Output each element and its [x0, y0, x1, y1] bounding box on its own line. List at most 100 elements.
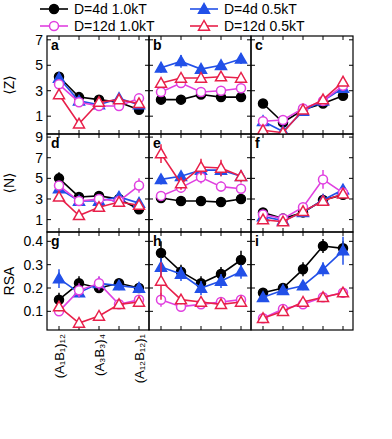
plot-area: [258, 76, 349, 134]
marker: [318, 94, 329, 104]
marker: [237, 194, 246, 203]
series-line: [263, 194, 343, 222]
y-tick: [251, 116, 255, 117]
x-tick: [303, 36, 304, 40]
marker: [197, 197, 206, 206]
plot-area: [54, 172, 145, 219]
y-tick: [349, 65, 353, 66]
marker: [95, 279, 104, 288]
frame: [149, 232, 251, 330]
panel: 13579⟨N⟩d: [1, 129, 149, 232]
x-tick: [323, 326, 324, 330]
y-tick-label: 5: [35, 57, 43, 73]
series-line: [59, 302, 139, 323]
x-tick: [139, 326, 140, 330]
y-tick: [145, 264, 149, 265]
legend: D=4d 1.0kTD=4d 0.5kTD=12d 1.0kTD=12d 0.5…: [40, 1, 305, 34]
marker: [236, 73, 247, 83]
series-line: [263, 251, 343, 298]
y-tick: [247, 178, 251, 179]
panel: i: [251, 232, 353, 330]
y-tick: [149, 219, 153, 220]
panel: f: [251, 134, 353, 232]
x-tick: [99, 134, 100, 138]
marker: [54, 191, 65, 201]
marker: [196, 283, 207, 293]
legend-marker: [50, 22, 59, 31]
frame: [47, 134, 149, 232]
y-tick-label: 3: [35, 191, 43, 207]
y-tick: [247, 90, 251, 91]
x-tick: [99, 36, 100, 40]
marker: [299, 104, 308, 113]
panel-label: e: [153, 135, 161, 151]
x-tick: [79, 134, 80, 138]
marker: [114, 94, 125, 104]
marker: [55, 181, 64, 190]
x-tick-label: (A₁₂B₁₂)₁: [132, 333, 147, 383]
legend-marker: [199, 4, 210, 14]
marker: [156, 276, 167, 286]
marker: [74, 118, 85, 128]
x-tick: [241, 36, 242, 40]
panel: b: [149, 36, 251, 134]
marker: [279, 116, 288, 125]
y-tick: [149, 90, 153, 91]
series-line: [59, 197, 139, 216]
marker: [338, 76, 349, 86]
marker: [237, 256, 246, 265]
y-tick: [149, 288, 153, 289]
x-tick: [221, 134, 222, 138]
panel: c: [251, 36, 353, 137]
x-tick: [221, 130, 222, 134]
marker: [114, 197, 125, 207]
y-tick: [47, 219, 51, 220]
marker: [278, 285, 289, 295]
x-tick: [99, 228, 100, 232]
y-tick: [247, 65, 251, 66]
marker: [54, 273, 65, 283]
marker: [176, 294, 187, 304]
legend-label: D=12d 1.0kT: [74, 18, 155, 34]
x-tick-label: (A₁B₁)₁₂: [52, 334, 67, 378]
marker: [75, 286, 84, 295]
frame: [149, 134, 251, 232]
marker: [156, 78, 167, 88]
x-tick: [283, 326, 284, 330]
series-line: [263, 96, 343, 123]
marker: [298, 280, 309, 290]
y-axis-label: RSA: [1, 266, 17, 295]
marker: [216, 71, 227, 81]
marker: [339, 188, 348, 197]
y-tick: [251, 65, 255, 66]
x-tick: [343, 326, 344, 330]
y-tick: [251, 157, 255, 158]
marker: [135, 181, 144, 190]
plot-area: [156, 241, 247, 311]
marker: [258, 313, 269, 323]
y-tick: [251, 219, 255, 220]
series-line: [263, 246, 343, 293]
marker: [237, 93, 246, 102]
series-line: [263, 293, 343, 319]
y-tick: [149, 178, 153, 179]
panel: 1357⟨Z⟩a: [1, 32, 149, 134]
x-tick: [303, 130, 304, 134]
y-tick-label: 0.3: [24, 257, 44, 273]
x-tick: [221, 232, 222, 236]
x-tick: [181, 134, 182, 138]
legend-label: D=4d 0.5kT: [224, 1, 297, 17]
y-tick-label: 5: [35, 170, 43, 186]
x-tick: [343, 130, 344, 134]
y-axis-label: ⟨Z⟩: [1, 75, 17, 94]
y-tick: [251, 311, 255, 312]
y-tick: [349, 90, 353, 91]
marker: [319, 175, 328, 184]
y-tick: [251, 90, 255, 91]
y-tick: [247, 241, 251, 242]
series-line: [263, 293, 343, 319]
marker: [157, 88, 166, 97]
y-tick: [251, 198, 255, 199]
marker: [54, 89, 65, 99]
x-tick: [323, 232, 324, 236]
